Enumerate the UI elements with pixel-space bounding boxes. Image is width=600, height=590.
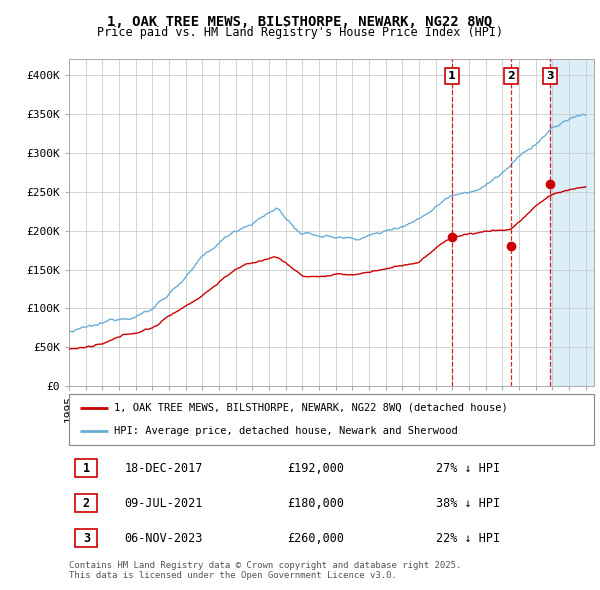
- Text: 1, OAK TREE MEWS, BILSTHORPE, NEWARK, NG22 8WQ: 1, OAK TREE MEWS, BILSTHORPE, NEWARK, NG…: [107, 15, 493, 29]
- Text: 38% ↓ HPI: 38% ↓ HPI: [437, 497, 500, 510]
- Text: £192,000: £192,000: [287, 462, 344, 475]
- Text: 27% ↓ HPI: 27% ↓ HPI: [437, 462, 500, 475]
- FancyBboxPatch shape: [76, 529, 97, 548]
- Text: 3: 3: [546, 71, 554, 81]
- Text: 2: 2: [507, 71, 515, 81]
- Text: £260,000: £260,000: [287, 532, 344, 545]
- Text: 2: 2: [83, 497, 90, 510]
- Text: £180,000: £180,000: [287, 497, 344, 510]
- Text: 06-NOV-2023: 06-NOV-2023: [124, 532, 203, 545]
- Text: 1, OAK TREE MEWS, BILSTHORPE, NEWARK, NG22 8WQ (detached house): 1, OAK TREE MEWS, BILSTHORPE, NEWARK, NG…: [113, 402, 508, 412]
- Text: 3: 3: [83, 532, 90, 545]
- Bar: [550, 59, 594, 386]
- Text: Contains HM Land Registry data © Crown copyright and database right 2025.
This d: Contains HM Land Registry data © Crown c…: [69, 560, 461, 580]
- Text: Price paid vs. HM Land Registry's House Price Index (HPI): Price paid vs. HM Land Registry's House …: [97, 26, 503, 39]
- FancyBboxPatch shape: [76, 494, 97, 512]
- FancyBboxPatch shape: [76, 459, 97, 477]
- Text: HPI: Average price, detached house, Newark and Sherwood: HPI: Average price, detached house, Newa…: [113, 427, 457, 437]
- Text: 18-DEC-2017: 18-DEC-2017: [124, 462, 203, 475]
- Text: 1: 1: [448, 71, 456, 81]
- Text: 09-JUL-2021: 09-JUL-2021: [124, 497, 203, 510]
- Text: 1: 1: [83, 462, 90, 475]
- Text: 22% ↓ HPI: 22% ↓ HPI: [437, 532, 500, 545]
